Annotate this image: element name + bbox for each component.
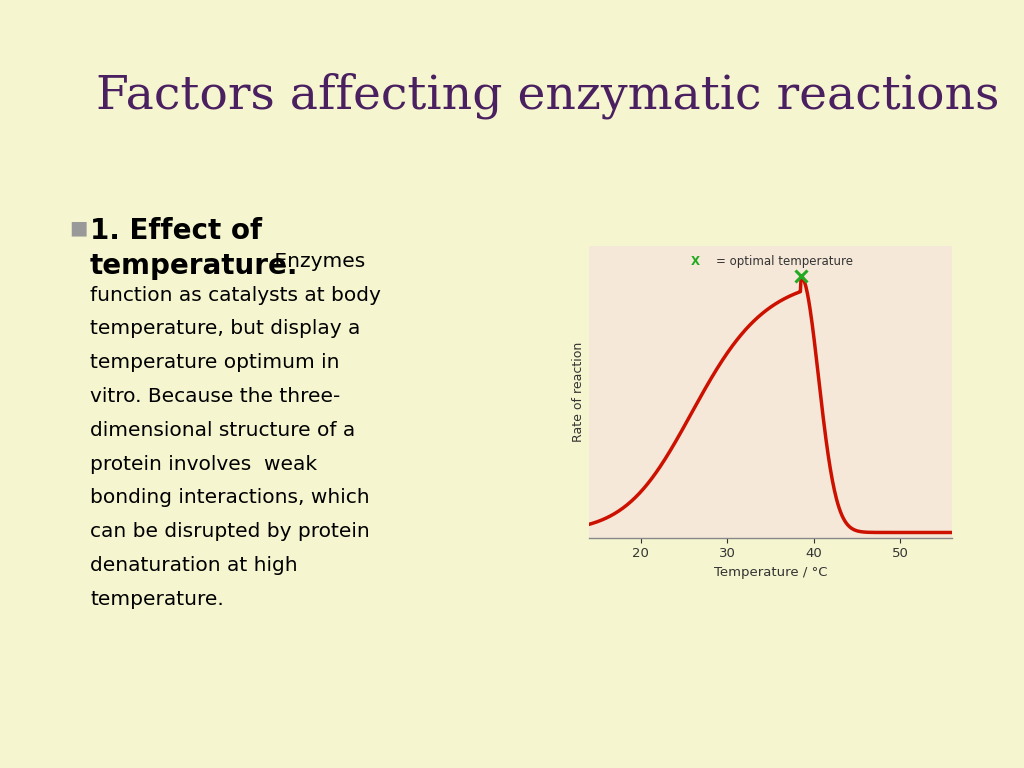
Text: can be disrupted by protein: can be disrupted by protein xyxy=(90,522,370,541)
Text: temperature.: temperature. xyxy=(90,252,299,280)
Text: temperature.: temperature. xyxy=(90,590,224,609)
Text: function as catalysts at body: function as catalysts at body xyxy=(90,286,381,305)
Text: Enzymes: Enzymes xyxy=(268,252,366,271)
Y-axis label: Rate of reaction: Rate of reaction xyxy=(571,342,585,442)
Text: bonding interactions, which: bonding interactions, which xyxy=(90,488,370,508)
Text: temperature, but display a: temperature, but display a xyxy=(90,319,360,339)
Text: = optimal temperature: = optimal temperature xyxy=(716,254,853,267)
Text: X: X xyxy=(690,254,699,267)
Text: protein involves  weak: protein involves weak xyxy=(90,455,317,474)
Text: vitro. Because the three-: vitro. Because the three- xyxy=(90,387,340,406)
Text: 1. Effect of: 1. Effect of xyxy=(90,217,262,244)
Text: dimensional structure of a: dimensional structure of a xyxy=(90,421,355,440)
Text: ■: ■ xyxy=(70,219,88,238)
Text: denaturation at high: denaturation at high xyxy=(90,556,298,575)
Text: Factors affecting enzymatic reactions: Factors affecting enzymatic reactions xyxy=(96,73,999,119)
X-axis label: Temperature / °C: Temperature / °C xyxy=(714,566,827,579)
Text: temperature optimum in: temperature optimum in xyxy=(90,353,340,372)
